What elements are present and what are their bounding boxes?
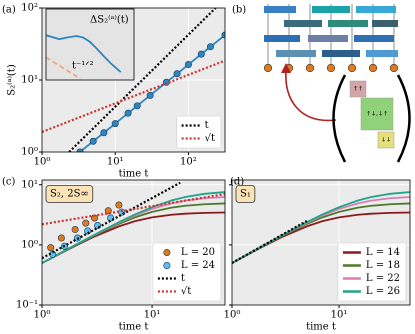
x-axis-label: time t [119, 169, 149, 180]
data-point [133, 102, 141, 110]
x-tick-label: 10² [180, 157, 197, 168]
legend-label: √t [181, 286, 191, 297]
legend-label: L = 14 [366, 247, 400, 258]
arrow-head [281, 63, 291, 73]
legend: L = 14 L = 18 L = 22 L = 26 [337, 242, 407, 302]
data-point [173, 70, 181, 78]
axes-frame [45, 8, 135, 81]
paren-left [332, 74, 347, 163]
data-point [206, 43, 214, 51]
y-tick-label: 10⁰ [21, 147, 38, 158]
block-label: ↓↓ [381, 137, 391, 144]
data-point [47, 244, 55, 252]
annotation: t⁻¹ᐟ² [72, 61, 94, 72]
y-axis-label: S₂⁽ᵃ⁾(t) [7, 64, 18, 96]
legend-box [152, 242, 222, 302]
block-label: ↑↑ [353, 86, 363, 93]
x-tick-label: 10⁰ [34, 310, 51, 321]
legend-label: t [181, 273, 185, 284]
y-tick-label: 10¹ [21, 75, 38, 86]
gates [264, 6, 398, 57]
axes-frame [231, 179, 411, 306]
chart: 10⁰ 10¹ (d) time t S₁ L = 14 L = 18 L = 22 L = 2… [224, 177, 411, 333]
circuit-diagram: (b) ↑↑ ↑↓,↓↑ ↓↓ [232, 4, 411, 163]
legend: t √t [176, 115, 222, 149]
legend-swatch [163, 261, 171, 269]
chart: ΔS₂⁽ᵃ⁾(t) t⁻¹ᐟ² [45, 8, 135, 81]
y-tick-label: 10¹ [21, 179, 38, 190]
block [349, 80, 367, 98]
panel-label: (d) [230, 177, 244, 188]
block-label: ↑↓,↓↑ [366, 111, 388, 118]
data-point [89, 137, 97, 145]
series-group [232, 191, 410, 265]
plot-area [46, 9, 134, 80]
legend-label: √t [205, 133, 215, 144]
x-tick-label: 10¹ [144, 310, 161, 321]
legend-box [337, 242, 407, 302]
data-point [197, 50, 205, 58]
data-point [57, 234, 65, 242]
series-line [42, 191, 225, 264]
arrow [285, 69, 337, 122]
data-point [82, 219, 90, 227]
y-tick-label: 10⁻¹ [16, 300, 38, 311]
annotation: S₂, 2S∞ [50, 189, 89, 200]
paren-right [396, 74, 411, 163]
panel-label: (c) [2, 177, 16, 188]
panel-label: (b) [232, 5, 246, 16]
axes-frame [41, 179, 226, 306]
data-point [71, 226, 79, 234]
series-group [42, 8, 225, 152]
axes-frame [41, 7, 226, 153]
x-axis-label: time t [119, 322, 149, 333]
legend-label: L = 26 [366, 286, 400, 297]
annotation: S₁ [240, 189, 251, 200]
x-tick-label: 10⁰ [224, 310, 241, 321]
series-group [46, 34, 122, 80]
y-tick-label: 10² [21, 3, 38, 14]
data-point [111, 120, 119, 128]
x-axis-label: time t [306, 322, 336, 333]
series-line [46, 34, 122, 73]
x-tick-label: 10¹ [107, 157, 124, 168]
annotation: ΔS₂⁽ᵃ⁾(t) [90, 15, 129, 26]
series-line [232, 191, 410, 264]
legend-box [176, 115, 222, 149]
data-point [184, 61, 192, 69]
legend-label: L = 22 [366, 273, 400, 284]
data-point [221, 31, 225, 39]
series-line [46, 56, 81, 80]
data-point [100, 129, 108, 137]
panel-label: (a) [2, 5, 16, 16]
data-point [124, 109, 132, 117]
x-tick-label: 10⁰ [34, 157, 51, 168]
data-point [115, 201, 123, 209]
series-line [42, 192, 225, 226]
annotation-box [235, 185, 256, 203]
legend-label: t [205, 120, 209, 131]
y-tick-label: 10⁰ [21, 239, 38, 250]
x-tick-label: 10¹ [331, 310, 348, 321]
legend: L = 20 L = 24 t √t [152, 242, 222, 302]
legend-label: L = 24 [181, 260, 215, 271]
block [377, 131, 395, 149]
legend-label: L = 18 [366, 260, 400, 271]
block [360, 97, 394, 131]
legend-label: L = 20 [181, 247, 215, 258]
series-line [42, 59, 225, 133]
data-point [76, 148, 84, 152]
legend-swatch [163, 249, 171, 257]
series-group [42, 181, 225, 265]
annotation-box [45, 185, 94, 203]
data-point [146, 91, 154, 99]
qubits [263, 63, 399, 73]
